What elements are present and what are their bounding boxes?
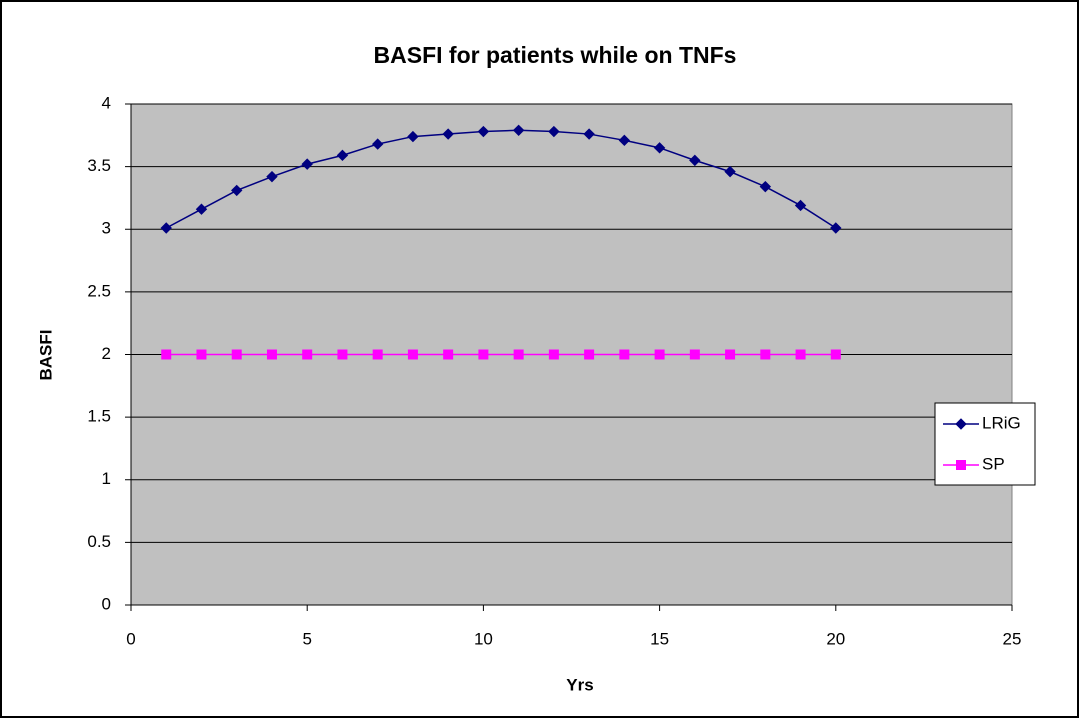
marker bbox=[760, 349, 771, 360]
marker bbox=[231, 349, 242, 360]
marker bbox=[689, 154, 701, 167]
marker bbox=[442, 128, 454, 140]
y-tick-label: 0.5 bbox=[87, 532, 111, 551]
legend-label: SP bbox=[982, 454, 1005, 473]
x-axis-title: Yrs bbox=[566, 675, 593, 694]
y-tick-label: 2 bbox=[102, 344, 111, 363]
marker bbox=[513, 349, 524, 360]
marker bbox=[337, 349, 348, 360]
marker bbox=[266, 349, 277, 360]
legend-marker bbox=[956, 460, 966, 470]
marker bbox=[161, 349, 172, 360]
marker bbox=[548, 349, 559, 360]
y-axis-title: BASFI bbox=[36, 330, 55, 381]
marker bbox=[689, 349, 700, 360]
legend-marker bbox=[955, 418, 967, 430]
y-tick-label: 3.5 bbox=[87, 156, 111, 175]
marker bbox=[477, 125, 490, 138]
y-tick-label: 1.5 bbox=[87, 407, 111, 426]
marker bbox=[759, 180, 772, 193]
marker bbox=[548, 125, 560, 138]
legend-label: LRiG bbox=[982, 413, 1021, 432]
y-tick-label: 1 bbox=[102, 469, 111, 488]
marker bbox=[725, 349, 736, 360]
marker bbox=[196, 349, 207, 360]
x-tick-label: 10 bbox=[474, 629, 493, 648]
marker bbox=[619, 349, 630, 360]
marker bbox=[301, 158, 313, 170]
marker bbox=[653, 142, 666, 154]
x-tick-label: 25 bbox=[1003, 629, 1022, 648]
marker bbox=[724, 165, 736, 178]
marker bbox=[443, 349, 454, 360]
marker bbox=[266, 170, 278, 183]
x-tick-label: 0 bbox=[126, 629, 135, 648]
marker bbox=[160, 222, 172, 234]
marker bbox=[478, 349, 489, 360]
marker bbox=[794, 199, 807, 212]
y-tick-label: 0 bbox=[102, 594, 111, 613]
marker bbox=[584, 349, 595, 360]
marker bbox=[583, 128, 595, 140]
marker bbox=[407, 130, 419, 143]
y-tick-label: 3 bbox=[102, 219, 111, 238]
marker bbox=[830, 222, 842, 234]
marker bbox=[231, 184, 243, 197]
y-tick-label: 2.5 bbox=[87, 281, 111, 300]
marker bbox=[795, 349, 806, 360]
marker bbox=[618, 134, 631, 147]
marker bbox=[371, 138, 384, 150]
marker bbox=[302, 349, 313, 360]
series-line bbox=[165, 129, 837, 229]
marker bbox=[512, 124, 525, 137]
x-tick-label: 5 bbox=[302, 629, 311, 648]
x-tick-label: 20 bbox=[826, 629, 845, 648]
marker bbox=[407, 349, 418, 360]
chart-title: BASFI for patients while on TNFs bbox=[374, 42, 737, 68]
marker bbox=[654, 349, 665, 360]
legend-box bbox=[934, 402, 1036, 486]
marker bbox=[372, 349, 383, 360]
x-tick-label: 15 bbox=[650, 629, 669, 648]
marker bbox=[830, 349, 841, 360]
marker bbox=[195, 203, 208, 215]
y-tick-label: 4 bbox=[102, 93, 111, 112]
marker bbox=[336, 149, 349, 162]
